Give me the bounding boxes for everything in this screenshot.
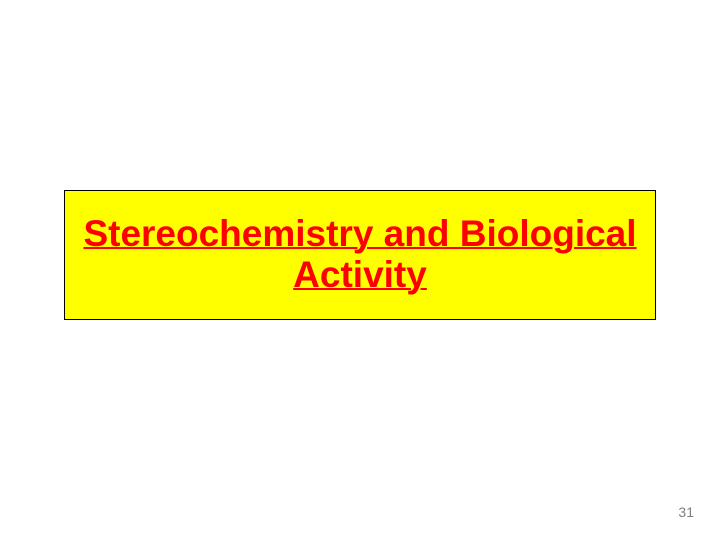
page-number: 31 xyxy=(678,504,694,520)
title-box: Stereochemistry and Biological Activity xyxy=(64,190,656,320)
slide-title: Stereochemistry and Biological Activity xyxy=(73,214,647,295)
